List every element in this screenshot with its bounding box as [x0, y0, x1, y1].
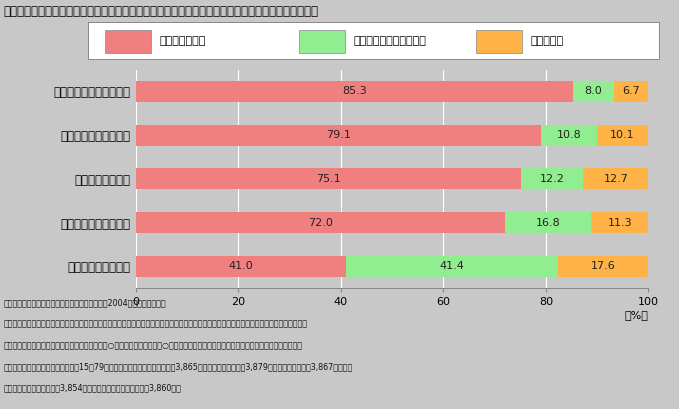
Bar	[346, 256, 558, 277]
Text: （%）: （%）	[625, 310, 648, 320]
Text: わからない: わからない	[530, 36, 564, 46]
Text: ３．回答した人は全国の15～79歳までの男女、「防犯や防災」が3,865人、「介護、福祉」が3,879人、「健全育成」が3,867人、「環: ３．回答した人は全国の15～79歳までの男女、「防犯や防災」が3,865人、「介…	[3, 362, 352, 371]
Bar	[136, 81, 573, 102]
Text: 41.0: 41.0	[229, 261, 253, 272]
Text: 16.8: 16.8	[536, 218, 560, 228]
Text: 境保全」が3,854人、「祭りなどのイベント」が3,860人。: 境保全」が3,854人、「祭りなどのイベント」が3,860人。	[3, 384, 181, 393]
Text: 12.7: 12.7	[604, 174, 628, 184]
Bar	[614, 81, 648, 102]
Text: 12.2: 12.2	[540, 174, 564, 184]
Bar	[521, 169, 583, 189]
Bar	[597, 125, 648, 146]
Bar	[583, 169, 648, 189]
Text: 75.1: 75.1	[316, 174, 341, 184]
Text: 85.3: 85.3	[342, 86, 367, 97]
Text: ぞれについて、あてはまるものに○をお付けください。（○はそれぞれ１つずつ）」という問に対して回答した人の割合。: ぞれについて、あてはまるものに○をお付けください。（○はそれぞれ１つずつ）」とい…	[3, 341, 302, 350]
Text: 72.0: 72.0	[308, 218, 333, 228]
Text: 41.4: 41.4	[440, 261, 464, 272]
Text: 10.1: 10.1	[610, 130, 635, 140]
Bar	[541, 125, 597, 146]
Text: ２．「あなたは、次の項目についてあなたの住んでいる地域の人が中心となって積極的に取り組むことが必要だと感じますか。それ: ２．「あなたは、次の項目についてあなたの住んでいる地域の人が中心となって積極的に…	[3, 320, 308, 329]
Bar	[136, 125, 541, 146]
FancyBboxPatch shape	[105, 30, 151, 53]
Text: 8.0: 8.0	[585, 86, 602, 97]
Text: 第３－１－６図　防犯・防災、介護・福祉などは地域の人が中心となって取り組む必要を感じている: 第３－１－６図 防犯・防災、介護・福祉などは地域の人が中心となって取り組む必要を…	[3, 5, 318, 18]
Text: 17.6: 17.6	[591, 261, 616, 272]
Text: 特に必要はないと感じる: 特に必要はないと感じる	[354, 36, 426, 46]
FancyBboxPatch shape	[476, 30, 521, 53]
Bar	[505, 212, 591, 233]
FancyBboxPatch shape	[299, 30, 345, 53]
Bar	[558, 256, 648, 277]
Bar	[136, 169, 521, 189]
Bar	[573, 81, 614, 102]
Bar	[136, 256, 346, 277]
Text: 必要だと感じる: 必要だと感じる	[160, 36, 206, 46]
Text: 10.8: 10.8	[557, 130, 581, 140]
Text: 79.1: 79.1	[326, 130, 351, 140]
Text: 11.3: 11.3	[608, 218, 632, 228]
Text: 6.7: 6.7	[623, 86, 640, 97]
Bar	[591, 212, 649, 233]
Bar	[136, 212, 505, 233]
Text: （備考）　１．内閣府「国民生活選好度調査」（2004年）により作成。: （備考） １．内閣府「国民生活選好度調査」（2004年）により作成。	[3, 299, 166, 308]
